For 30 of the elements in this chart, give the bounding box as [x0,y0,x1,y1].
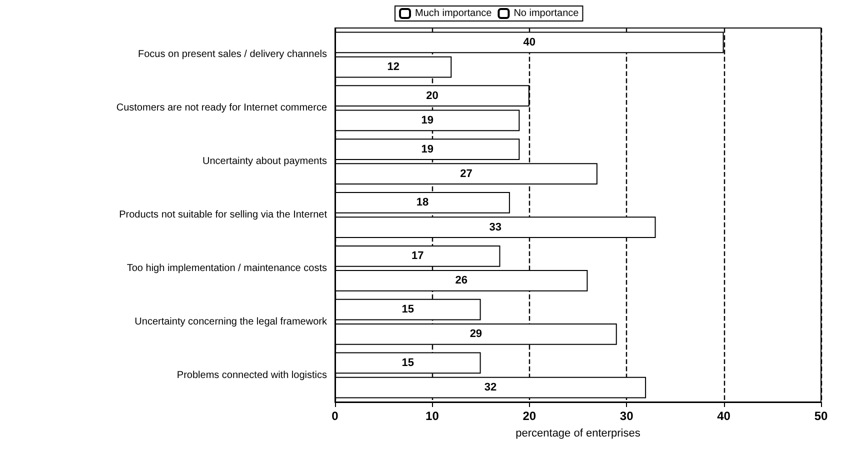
data-label: 26 [455,274,468,287]
x-tick-label: 40 [717,409,731,423]
legend-label: No importance [514,8,580,19]
data-label: 33 [489,221,502,234]
data-label: 32 [484,382,497,394]
y-tick-label: Problems connected with logistics [176,370,327,381]
data-label: 15 [402,356,414,369]
y-tick-label: Uncertainty about payments [202,156,327,168]
data-label: 18 [416,196,429,209]
x-tick-label: 50 [814,409,828,423]
data-label: 12 [387,61,400,74]
y-tick-label: Products not suitable for selling via the Internet [119,210,328,220]
y-tick-label: Uncertainty concerning the legal framework [134,316,328,328]
data-label: 27 [460,168,472,180]
data-label: 19 [421,114,434,126]
data-label: 40 [523,36,536,48]
y-tick-label: Customers are not ready for Internet commerce [116,102,328,114]
y-tick-label: Focus on present sales / delivery channels [138,49,327,60]
x-tick-label: 20 [522,409,536,423]
y-tick-label: Too high implementation / maintenance costs [126,262,327,274]
data-label: 17 [411,250,424,262]
x-tick-label: 10 [426,409,440,423]
legend-label: Much importance [415,8,492,19]
x-tick-label: 30 [620,409,634,423]
x-axis-title: percentage of enterprises [516,428,641,440]
data-label: 20 [426,90,438,102]
data-label: 29 [470,328,482,340]
x-tick-label: 0 [332,409,339,423]
data-label: 15 [402,304,414,316]
data-label: 19 [421,143,434,156]
